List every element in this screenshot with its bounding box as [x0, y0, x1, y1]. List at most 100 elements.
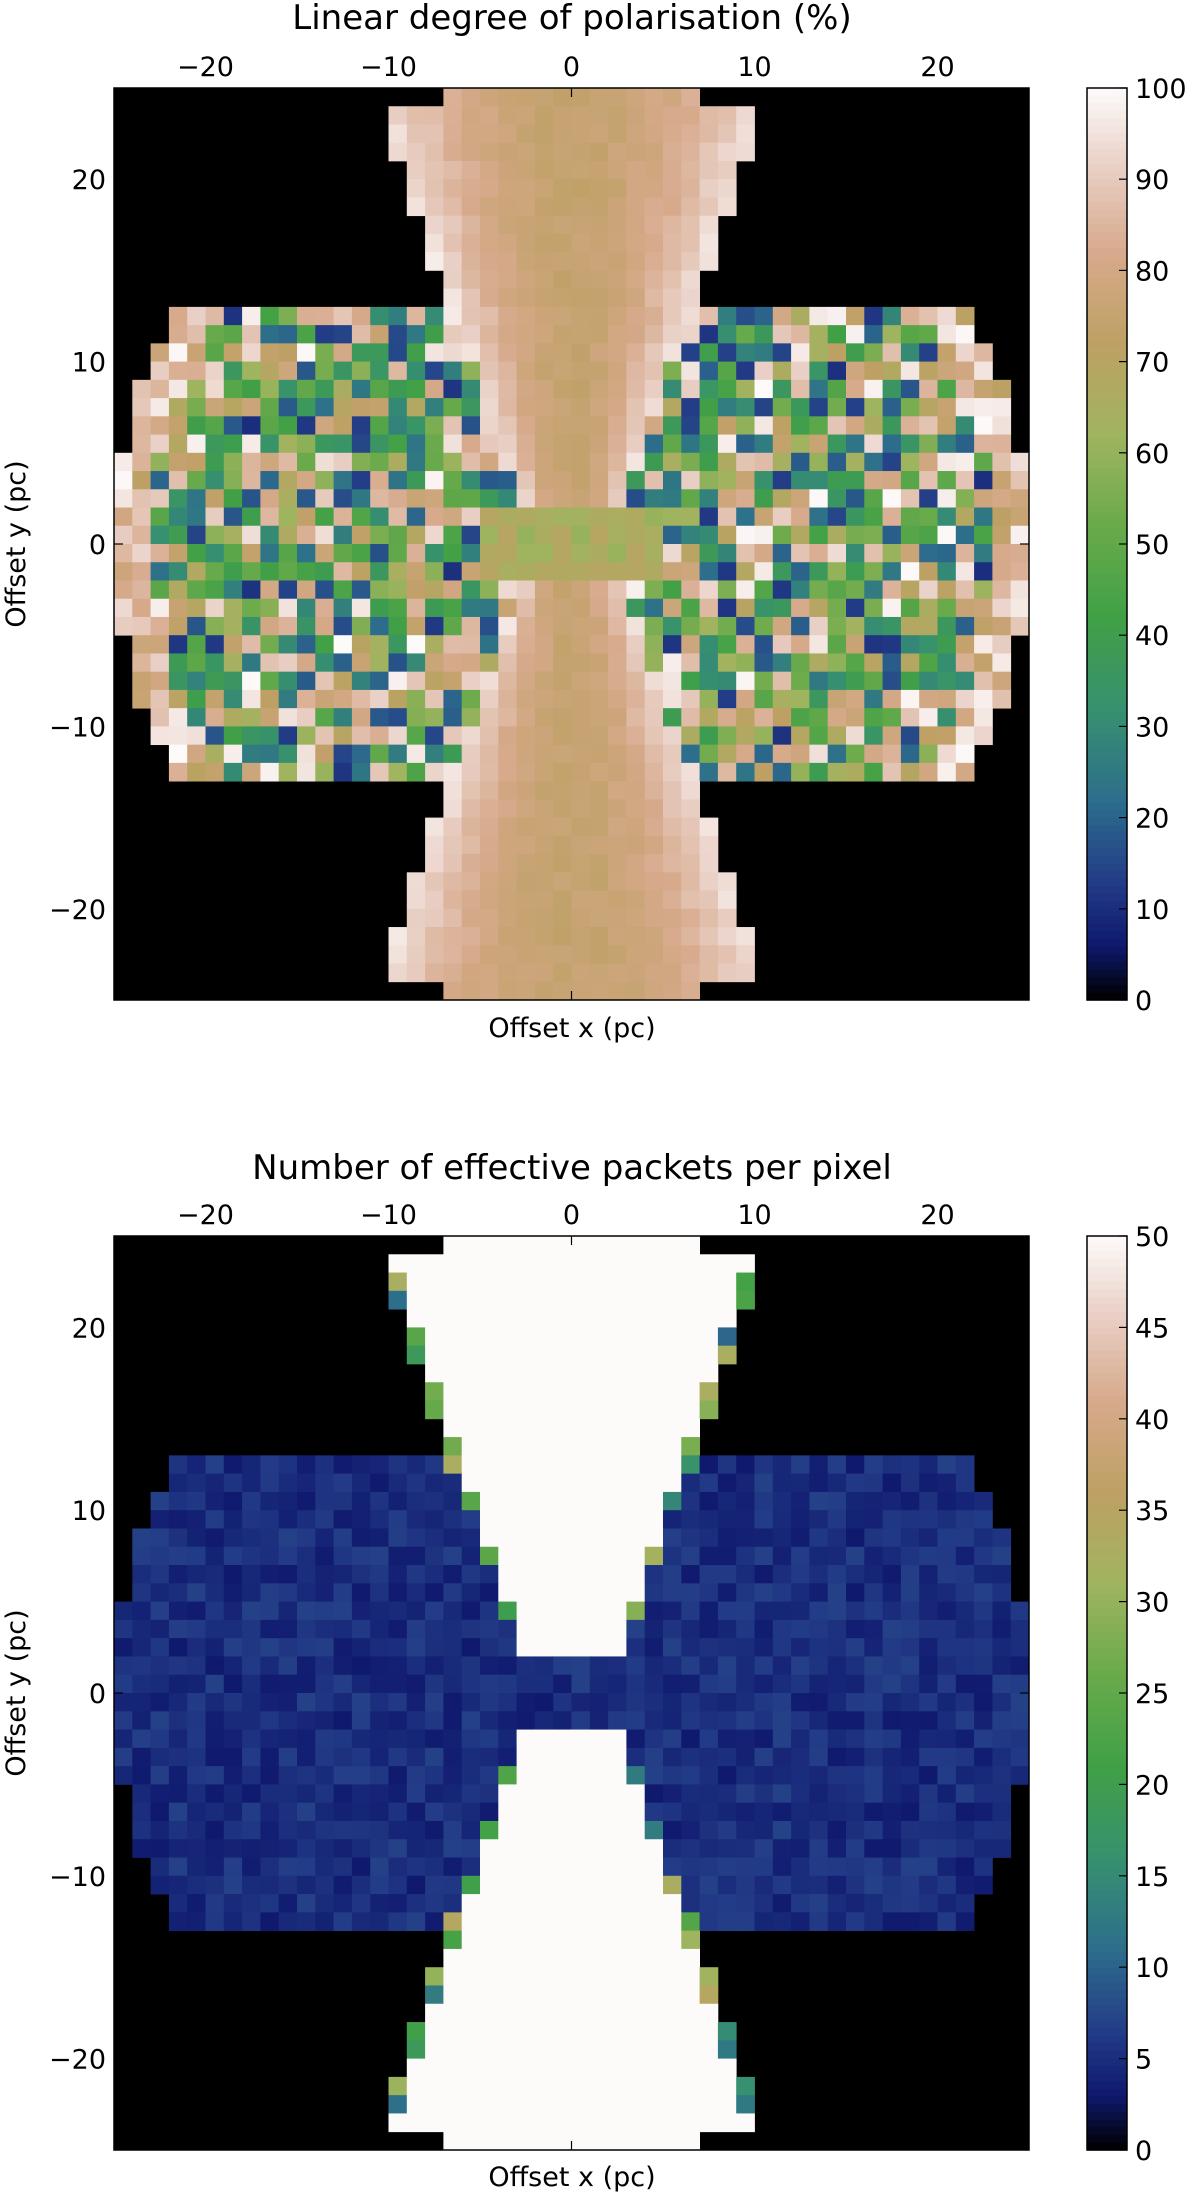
heatmap-cell	[461, 616, 481, 636]
heatmap-cell	[699, 1565, 719, 1584]
heatmap-cell	[168, 1510, 188, 1529]
heatmap-cell	[846, 1656, 865, 1676]
heatmap-cell	[900, 653, 920, 673]
heatmap-cell	[754, 689, 774, 709]
heatmap-cell	[553, 544, 572, 563]
heatmap-cell	[278, 1894, 298, 1913]
heatmap-cell	[315, 1601, 334, 1621]
heatmap-cell	[406, 1802, 426, 1822]
heatmap-cell	[534, 544, 554, 563]
heatmap-cell	[1010, 1638, 1030, 1657]
heatmap-cell	[992, 1674, 1012, 1694]
heatmap-cell	[187, 726, 206, 746]
heatmap-cell	[644, 2131, 664, 2151]
heatmap-cell	[608, 1619, 627, 1639]
heatmap-cell	[754, 1693, 774, 1712]
heatmap-cell	[498, 88, 517, 107]
colorbar-segment	[1087, 1281, 1127, 1290]
heatmap-cell	[626, 197, 646, 217]
colorbar-segment	[1087, 1959, 1127, 1968]
heatmap-cell	[846, 1820, 865, 1840]
heatmap-cell	[663, 270, 682, 290]
heatmap-cell	[663, 489, 682, 508]
heatmap-cell	[827, 1820, 847, 1840]
heatmap-cell	[864, 562, 883, 581]
colorbar-segment	[1087, 650, 1127, 659]
heatmap-cell	[425, 1327, 444, 1347]
heatmap-cell	[864, 379, 883, 399]
heatmap-cell	[717, 616, 737, 636]
heatmap-cell	[223, 1601, 243, 1621]
heatmap-cell	[242, 671, 261, 691]
heatmap-cell	[205, 1693, 225, 1712]
heatmap-cell	[205, 507, 225, 527]
heatmap-cell	[754, 1510, 774, 1529]
heatmap-cell	[919, 762, 938, 782]
heatmap-cell	[754, 489, 774, 508]
colorbar-segment	[1087, 521, 1127, 530]
heatmap-cell	[736, 471, 755, 490]
heatmap-cell	[736, 1766, 755, 1785]
heatmap-cell	[370, 689, 389, 709]
heatmap-cell	[425, 160, 444, 180]
heatmap-cell	[791, 1455, 810, 1475]
heatmap-cell	[498, 1693, 517, 1712]
heatmap-cell	[754, 1784, 774, 1804]
heatmap-cell	[553, 1345, 572, 1365]
colorbar-tick-label: 10	[1135, 1953, 1169, 1984]
heatmap-cell	[150, 471, 170, 490]
heatmap-cell	[187, 580, 206, 600]
heatmap-cell	[205, 744, 225, 764]
heatmap-cell	[315, 1693, 334, 1712]
heatmap-cell	[717, 489, 737, 508]
heatmap-cell	[150, 361, 170, 381]
heatmap-cell	[955, 525, 975, 545]
colorbar-segment	[1087, 1236, 1127, 1245]
heatmap-cell	[791, 1747, 810, 1767]
heatmap-cell	[919, 1528, 938, 1548]
heatmap-cell	[168, 471, 188, 490]
heatmap-cell	[406, 1601, 426, 1621]
colorbar-segment	[1087, 810, 1127, 819]
heatmap-cell	[937, 671, 957, 691]
heatmap-cell	[480, 361, 499, 381]
heatmap-cell	[571, 233, 591, 253]
heatmap-cell	[663, 1455, 682, 1475]
heatmap-cell	[278, 762, 298, 782]
heatmap-cell	[589, 270, 609, 290]
colorbar-segment	[1087, 582, 1127, 591]
heatmap-cell	[534, 233, 554, 253]
heatmap-cell	[333, 616, 353, 636]
heatmap-cell	[553, 1327, 572, 1347]
heatmap-cell	[498, 1820, 517, 1840]
heatmap-cell	[297, 1747, 316, 1767]
heatmap-cell	[315, 744, 334, 764]
heatmap-cell	[791, 434, 810, 454]
heatmap-cell	[772, 1601, 792, 1621]
heatmap-cell	[480, 544, 499, 563]
heatmap-cell	[754, 471, 774, 490]
heatmap-cell	[534, 1272, 554, 1292]
heatmap-cell	[864, 1565, 883, 1584]
heatmap-cell	[333, 1674, 353, 1694]
heatmap-cell	[900, 1565, 920, 1584]
colorbar-segment	[1087, 240, 1127, 249]
colorbar-tick-label: 10	[1135, 895, 1169, 926]
heatmap-cell	[260, 507, 280, 527]
heatmap-cell	[736, 1729, 755, 1749]
heatmap-cell	[571, 1638, 591, 1657]
heatmap-cell	[315, 489, 334, 508]
heatmap-cell	[278, 452, 298, 472]
heatmap-cell	[699, 471, 719, 490]
heatmap-cell	[205, 544, 225, 563]
heatmap-cell	[388, 616, 408, 636]
heatmap-cell	[809, 744, 829, 764]
heatmap-cell	[242, 1711, 261, 1730]
heatmap-cell	[681, 908, 700, 928]
colorbar-segment	[1087, 673, 1127, 682]
heatmap-cell	[717, 1290, 737, 1310]
heatmap-cell	[864, 1747, 883, 1767]
heatmap-cell	[681, 2131, 700, 2151]
heatmap-cell	[351, 452, 371, 472]
heatmap-cell	[626, 1674, 646, 1694]
